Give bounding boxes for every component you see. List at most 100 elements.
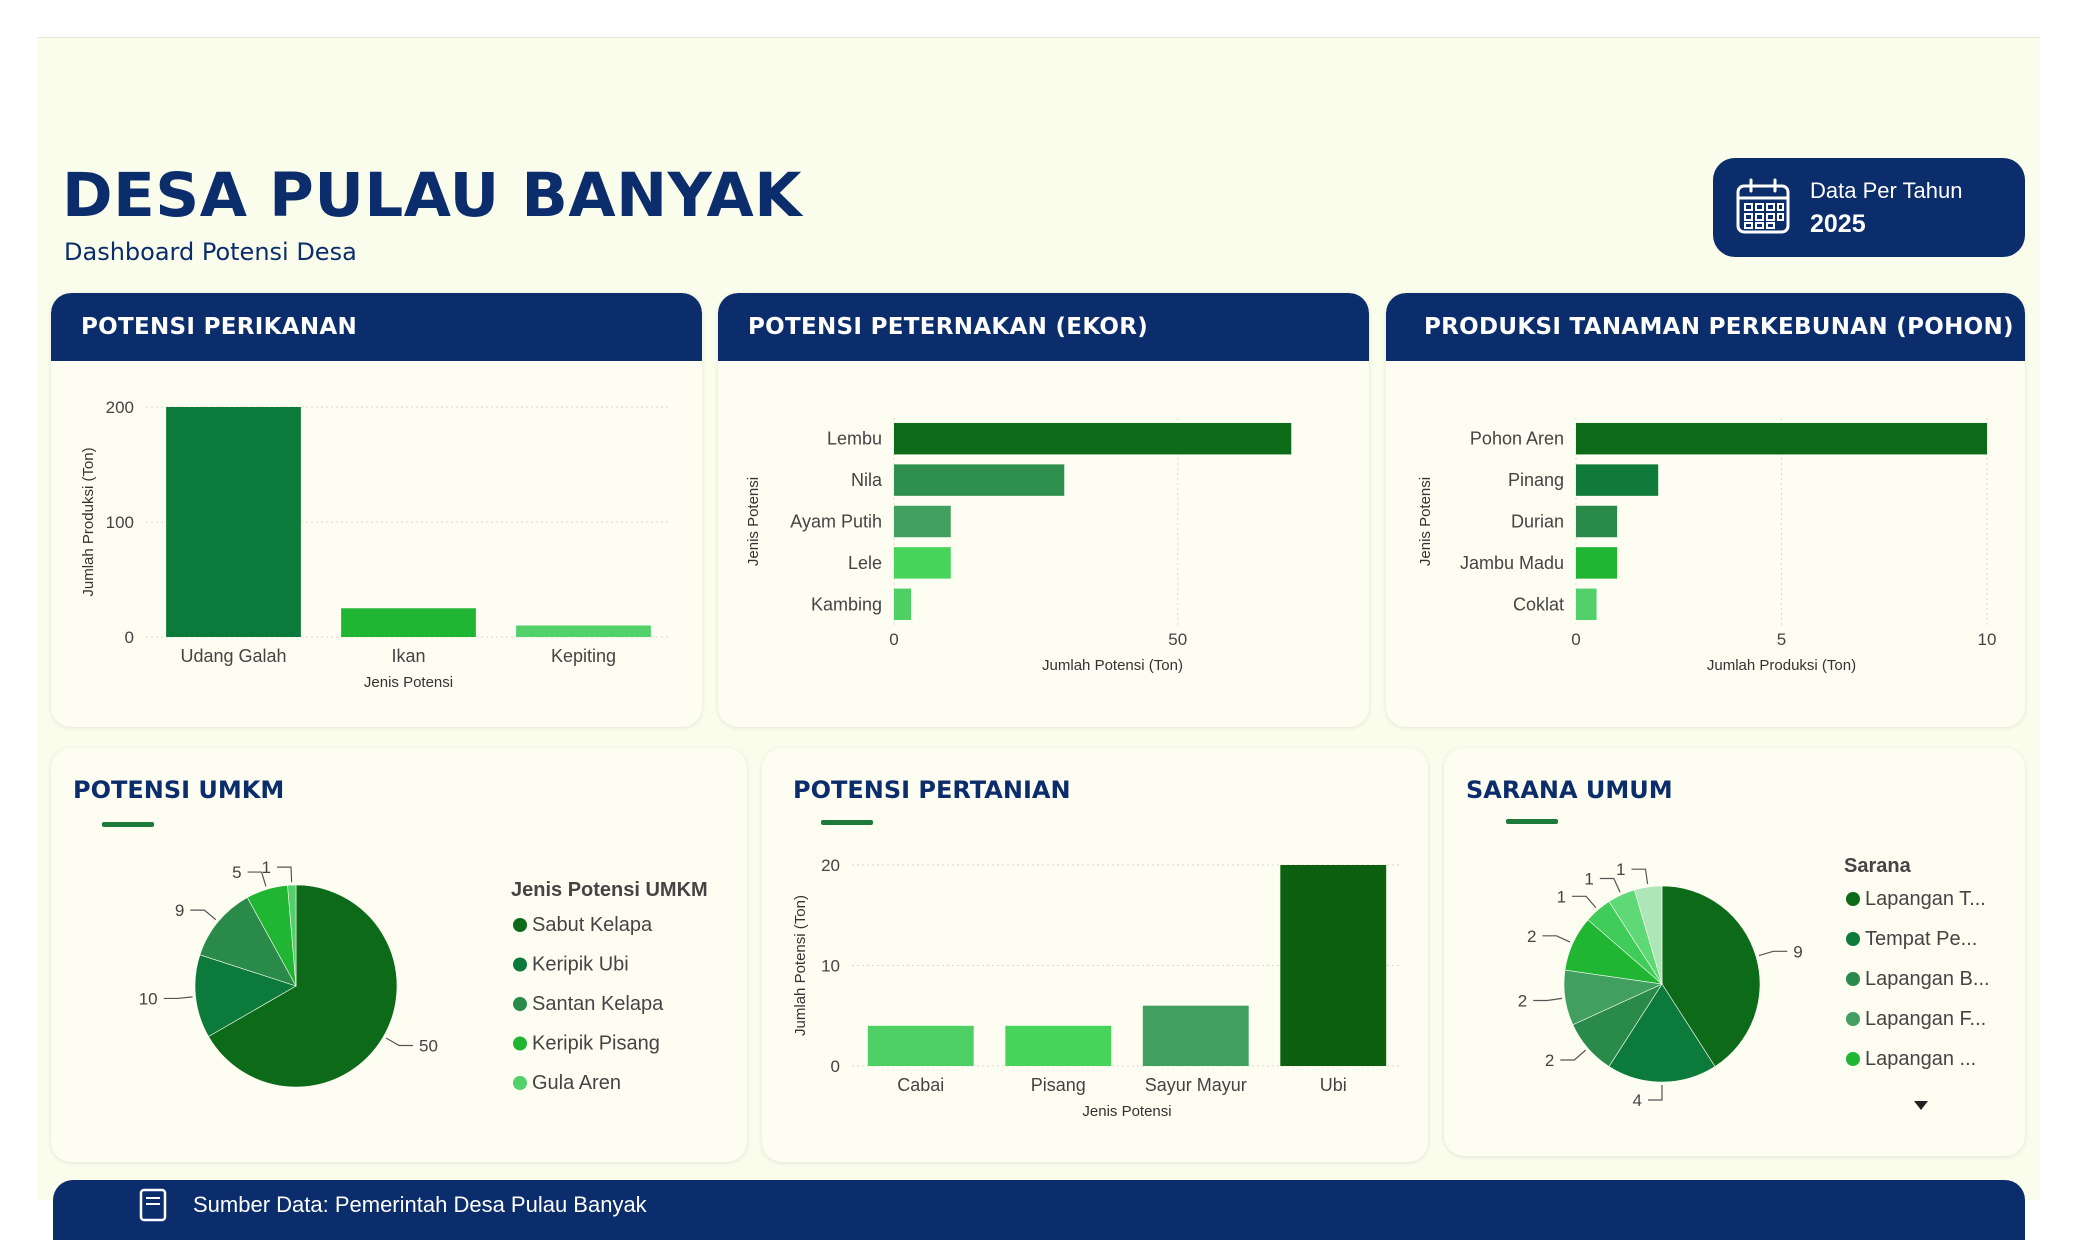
callout-line: [1599, 877, 1621, 893]
y-tick-label: Pinang: [1508, 470, 1564, 490]
legend-title: Sarana: [1844, 855, 1912, 877]
card-potensi-umkm: POTENSI UMKM 50 10 9 5 1 Jenis Potensi UMKM Sa…: [51, 748, 747, 1162]
calendar-icon: [1736, 178, 1790, 234]
date-label: Data Per Tahun: [1810, 178, 1963, 203]
pie-slice: [1661, 885, 1761, 1067]
x-tick-label: Udang Galah: [180, 646, 286, 666]
callout-line: [1560, 1049, 1587, 1061]
x-tick-label: Kepiting: [551, 646, 616, 666]
x-tick-label: 10: [1978, 630, 1997, 649]
data-label: 1: [1616, 860, 1625, 879]
bar-lembu: [894, 422, 1292, 455]
legend-title: Jenis Potensi UMKM: [511, 879, 708, 901]
card-produksi-perkebunan: PRODUKSI TANAMAN PERKEBUNAN (POHON) 0 5 10…: [1386, 293, 2025, 727]
y-tick-label: 0: [831, 1057, 840, 1076]
callout-line: [385, 1037, 414, 1047]
x-tick-label: Sayur Mayur: [1145, 1075, 1247, 1095]
data-label: 2: [1545, 1051, 1554, 1070]
y-tick-label: Lembu: [827, 429, 882, 449]
bar-ikan: [341, 608, 476, 637]
y-tick-label: Lele: [848, 553, 882, 573]
legend-swatch: [513, 1036, 527, 1051]
title-underline: [102, 822, 154, 827]
callout-line: [1542, 935, 1571, 943]
card-sarana-umum: SARANA UMUM 9 4 2 2 2 1 1 1 Sarana Lapangan T... T…: [1444, 748, 2025, 1156]
card-title: POTENSI UMKM: [73, 776, 285, 804]
y-tick-label: 10: [821, 957, 840, 976]
callout-line: [1533, 997, 1563, 1002]
legend-swatch: [1846, 932, 1860, 946]
x-tick-label: 0: [1571, 630, 1580, 649]
bar-durian: [1576, 505, 1618, 538]
data-label: 1: [1584, 869, 1593, 888]
data-label: 1: [262, 858, 271, 877]
date-badge: Data Per Tahun 2025: [1713, 158, 2025, 257]
bar-kepiting: [516, 625, 651, 637]
bar-ayam-putih: [894, 505, 951, 538]
legend-swatch: [1846, 1012, 1860, 1026]
card-title: SARANA UMUM: [1466, 776, 1673, 804]
chart-pertanian: 0 10 20 Cabai Pisang Sayur Mayur Ubi Jenis Pote…: [792, 856, 1402, 1120]
y-tick-label: Jambu Madu: [1460, 553, 1564, 573]
legend-swatch: [1846, 892, 1860, 906]
data-label: 9: [175, 901, 184, 920]
x-tick-label: 0: [889, 630, 898, 649]
bar-jambu-madu: [1576, 547, 1618, 579]
y-tick-label: 0: [125, 628, 134, 647]
y-axis-title: Jenis Potensi: [1417, 477, 1434, 566]
data-label: 50: [419, 1037, 438, 1056]
chart-perikanan: 0 100 200 Udang Galah Ikan Kepiting Jenis Pote…: [80, 398, 671, 691]
x-tick-label: 5: [1777, 630, 1786, 649]
y-tick-label: Ayam Putih: [790, 512, 882, 532]
bar-udang-galah: [166, 407, 301, 637]
page-subtitle: Dashboard Potensi Desa: [64, 238, 357, 266]
legend-item: Santan Kelapa: [532, 993, 664, 1015]
footer-bar: Sumber Data: Pemerintah Desa Pulau Banya…: [53, 1180, 2025, 1240]
bar-ubi: [1280, 865, 1387, 1066]
legend-item: Lapangan ...: [1865, 1048, 1976, 1070]
x-tick-label: Ubi: [1320, 1075, 1347, 1095]
callout-line: [163, 996, 193, 1000]
bar-cabai: [867, 1025, 974, 1066]
legend-swatch: [1846, 972, 1860, 986]
y-tick-label: Pohon Aren: [1470, 429, 1564, 449]
pie-slice: [287, 884, 297, 987]
callout-line: [1631, 868, 1649, 885]
legend-swatch: [513, 1076, 527, 1090]
y-axis-title: Jumlah Potensi (Ton): [792, 895, 809, 1036]
legend-item: Lapangan T...: [1865, 888, 1986, 910]
x-tick-label: Pisang: [1031, 1075, 1086, 1095]
legend-item: Lapangan F...: [1865, 1008, 1986, 1030]
data-label: 1: [1557, 887, 1566, 906]
y-axis-title: Jenis Potensi: [745, 477, 762, 566]
pie-slice: [199, 897, 297, 987]
x-tick-label: 50: [1168, 630, 1187, 649]
data-label: 5: [232, 863, 241, 882]
callout-line: [190, 909, 217, 921]
legend-item: Keripik Pisang: [532, 1033, 660, 1055]
bar-nila: [894, 464, 1065, 496]
bar-kambing: [894, 588, 912, 621]
data-label: 4: [1633, 1091, 1642, 1110]
chart-umkm: 50 10 9 5 1 Jenis Potensi UMKM Sabut Kelapa Ker…: [139, 858, 708, 1094]
bar-pisang: [1005, 1025, 1112, 1066]
y-tick-label: Nila: [851, 470, 883, 490]
pie-slice: [194, 954, 297, 1037]
date-year: 2025: [1810, 210, 1866, 238]
y-tick-label: Coklat: [1513, 594, 1564, 614]
bar-coklat: [1576, 588, 1597, 621]
callout-line: [277, 866, 293, 883]
card-title: PRODUKSI TANAMAN PERKEBUNAN (POHON): [1386, 293, 2025, 361]
bar-sayur-mayur: [1142, 1005, 1249, 1066]
card-title: POTENSI PERIKANAN: [51, 293, 702, 361]
x-tick-label: Ikan: [391, 646, 425, 666]
y-axis-title: Jumlah Produksi (Ton): [80, 447, 97, 596]
y-tick-label: Durian: [1511, 512, 1564, 532]
pie-slice: [208, 884, 398, 1088]
pie-slice: [1634, 885, 1663, 985]
data-label: 9: [1793, 942, 1802, 961]
legend-swatch: [513, 957, 527, 972]
x-axis-title: Jumlah Potensi (Ton): [1042, 657, 1183, 674]
card-potensi-pertanian: POTENSI PERTANIAN 0 10 20 Cabai Pisang Sayur …: [762, 748, 1428, 1162]
callout-line: [247, 871, 267, 887]
